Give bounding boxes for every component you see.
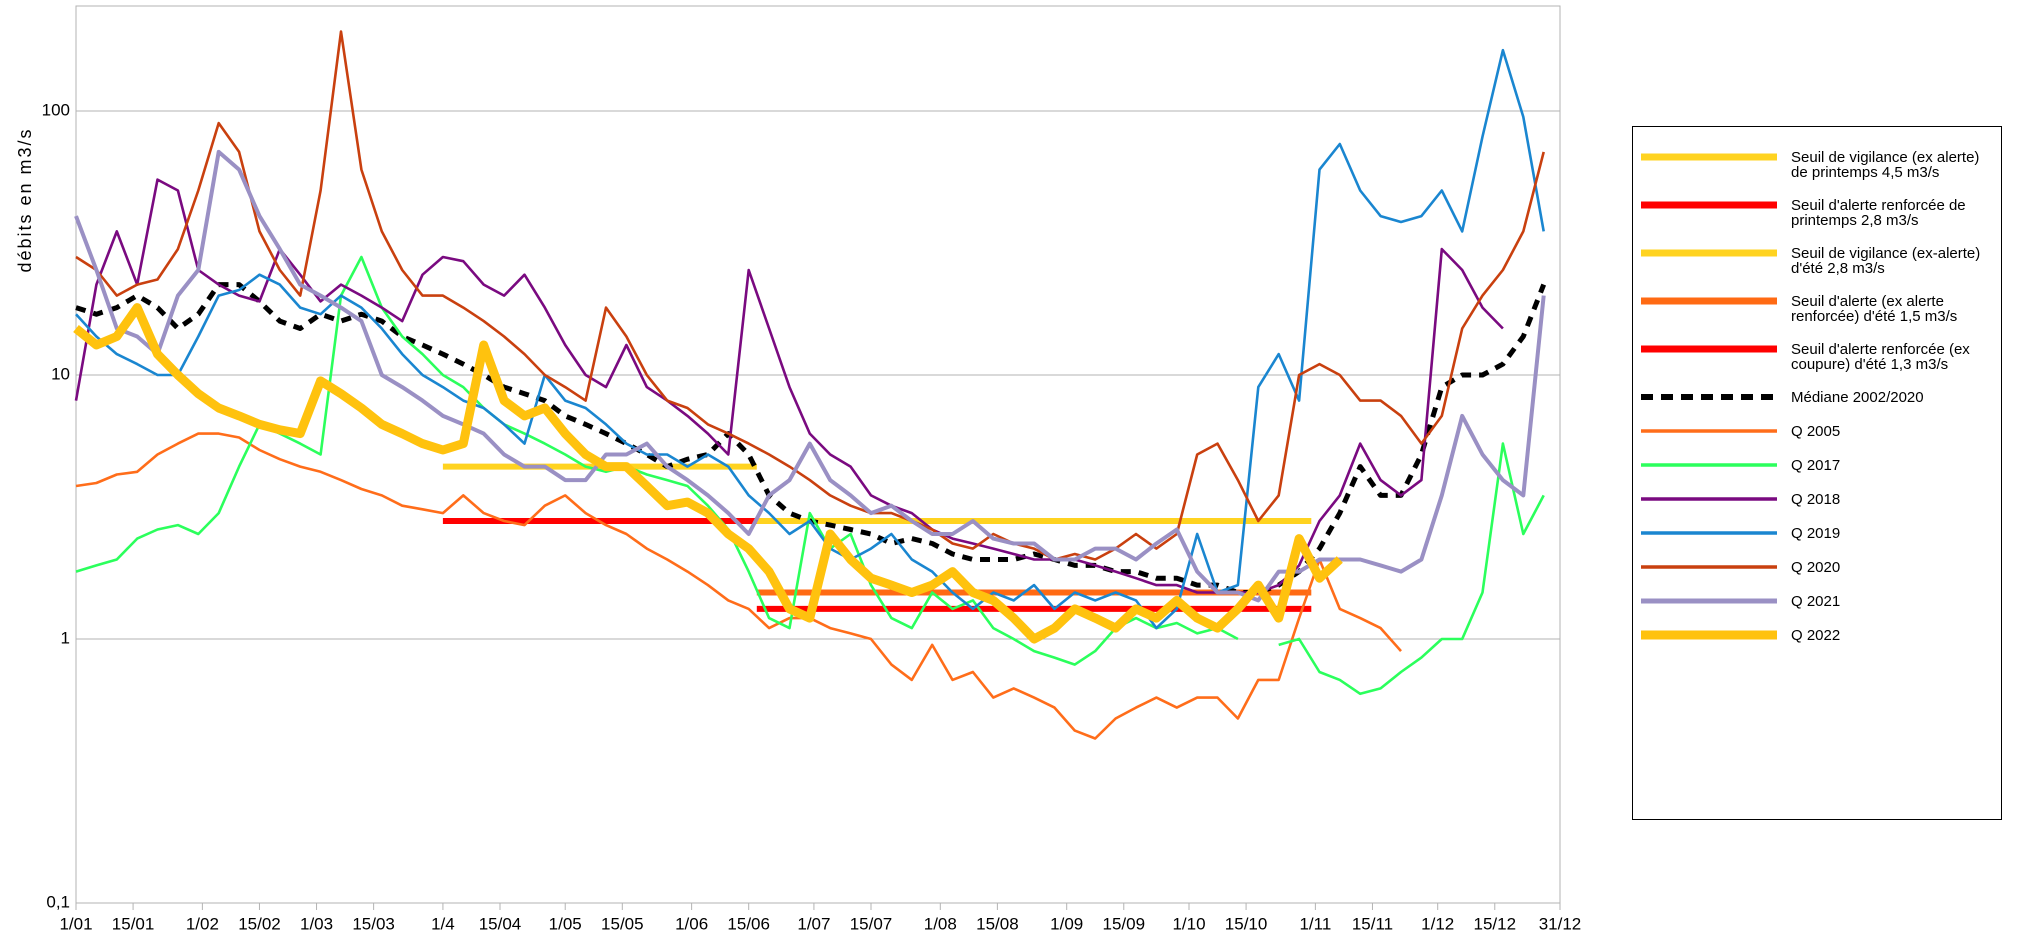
legend-swatch — [1641, 153, 1777, 161]
x-tick-label: 15/11 — [1352, 914, 1393, 933]
legend-entry: Seuil d'alerte (ex alerte renforcée) d'é… — [1633, 285, 2001, 333]
series-line — [73, 303, 1343, 644]
legend-entry: Q 2018 — [1633, 483, 2001, 517]
y-tick-label: 0,1 — [46, 892, 70, 911]
legend-entry: Q 2017 — [1633, 449, 2001, 483]
x-tick-label: 1/07 — [797, 914, 830, 933]
legend-label: Seuil d'alerte renforcée (ex coupure) d'… — [1791, 341, 1970, 373]
y-tick-label: 100 — [42, 101, 70, 120]
x-tick-label: 15/01 — [112, 914, 155, 933]
legend-entry: Q 2005 — [1633, 415, 2001, 449]
series-line — [75, 30, 1545, 561]
legend-entry: Seuil de vigilance (ex alerte) de printe… — [1633, 141, 2001, 189]
legend-entry: Seuil de vigilance (ex-alerte) d'été 2,8… — [1633, 237, 2001, 285]
x-tick-label: 15/12 — [1473, 914, 1516, 933]
legend-entry: Seuil d'alerte renforcée (ex coupure) d'… — [1633, 333, 2001, 381]
x-tick-label: 1/08 — [924, 914, 957, 933]
legend-label: Seuil de vigilance (ex alerte) de printe… — [1791, 149, 1980, 181]
legend-entry: Q 2022 — [1633, 619, 2001, 653]
x-tick-label: 1/12 — [1421, 914, 1454, 933]
legend-swatch — [1641, 565, 1777, 569]
x-tick-label: 15/04 — [479, 914, 522, 933]
y-tick-label: 10 — [51, 365, 70, 384]
legend-swatch — [1641, 463, 1777, 467]
legend-label: Q 2019 — [1791, 525, 1841, 542]
x-tick-label: 1/11 — [1299, 914, 1331, 933]
legend-label: Q 2018 — [1791, 491, 1841, 508]
legend-swatch — [1641, 297, 1777, 305]
x-tick-label: 15/08 — [976, 914, 1019, 933]
x-tick-label: 1/09 — [1050, 914, 1083, 933]
legend-swatch — [1641, 531, 1777, 535]
series-line — [74, 149, 1546, 603]
legend-entry: Médiane 2002/2020 — [1633, 381, 2001, 415]
legend: Seuil de vigilance (ex alerte) de printe… — [1632, 126, 2002, 820]
legend-swatch — [1641, 201, 1777, 209]
x-tick-label: 1/4 — [431, 914, 455, 933]
x-tick-label: 1/03 — [300, 914, 333, 933]
legend-entry: Seuil d'alerte renforcée de printemps 2,… — [1633, 189, 2001, 237]
x-tick-label: 1/06 — [675, 914, 708, 933]
legend-label: Q 2017 — [1791, 457, 1841, 474]
x-tick-label: 1/05 — [549, 914, 582, 933]
legend-entry: Q 2020 — [1633, 551, 2001, 585]
legend-entry: Q 2019 — [1633, 517, 2001, 551]
x-tick-label: 15/10 — [1225, 914, 1268, 933]
y-tick-label: 1 — [61, 629, 70, 648]
legend-swatch — [1641, 598, 1777, 604]
legend-label: Seuil de vigilance (ex-alerte) d'été 2,8… — [1791, 245, 1981, 277]
x-tick-label: 1/01 — [59, 914, 92, 933]
legend-entry: Q 2021 — [1633, 585, 2001, 619]
x-tick-label: 15/07 — [850, 914, 893, 933]
x-tick-label: 15/03 — [352, 914, 395, 933]
legend-swatch — [1641, 630, 1777, 640]
legend-label: Seuil d'alerte renforcée de printemps 2,… — [1791, 197, 1966, 229]
legend-label: Q 2021 — [1791, 593, 1841, 610]
legend-label: Q 2005 — [1791, 423, 1841, 440]
legend-swatch — [1641, 345, 1777, 353]
legend-swatch — [1641, 249, 1777, 257]
legend-swatch — [1641, 497, 1777, 501]
chart: débits en m3/s 0,1 1 10 100 1/01 15/01 1/02 15/… — [15, 5, 1582, 933]
legend-label: Médiane 2002/2020 — [1791, 389, 1924, 406]
x-tick-label: 15/09 — [1102, 914, 1145, 933]
legend-label: Q 2020 — [1791, 559, 1841, 576]
x-tick-label: 1/02 — [186, 914, 219, 933]
legend-swatch — [1641, 394, 1777, 400]
x-tick-label: 31/12 — [1539, 914, 1582, 933]
x-tick-label: 15/06 — [727, 914, 770, 933]
legend-label: Seuil d'alerte (ex alerte renforcée) d'é… — [1791, 293, 1958, 325]
x-tick-label: 15/02 — [238, 914, 281, 933]
x-tick-label: 1/10 — [1172, 914, 1205, 933]
y-axis-label: débits en m3/s — [15, 127, 35, 272]
legend-swatch — [1641, 429, 1777, 433]
legend-label: Q 2022 — [1791, 627, 1841, 644]
series-line — [75, 48, 1545, 630]
x-tick-label: 15/05 — [601, 914, 644, 933]
series-line — [75, 432, 1402, 740]
